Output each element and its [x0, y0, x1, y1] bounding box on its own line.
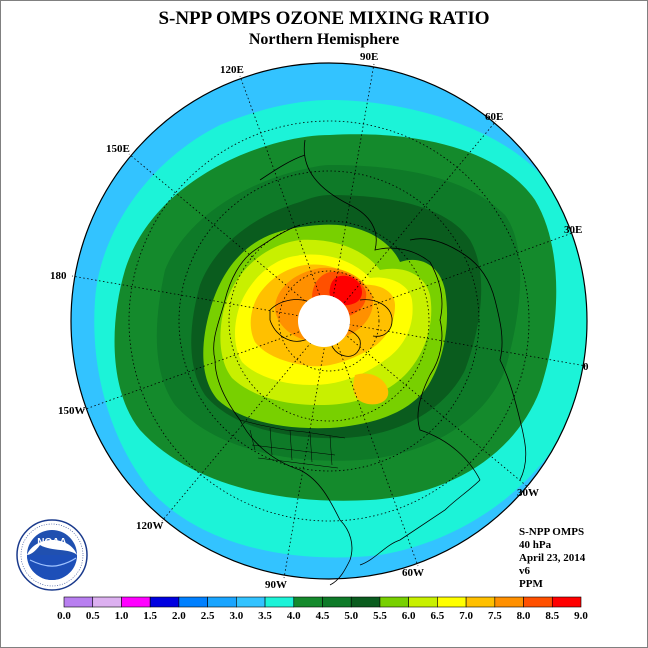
map-title: S-NPP OMPS OZONE MIXING RATIO — [158, 8, 490, 29]
product-info: S-NPP OMPS 40 hPa April 23, 2014 v6 PPM — [519, 526, 585, 591]
legend-swatch-5.0 — [350, 596, 381, 608]
legend-tick-label: 7.0 — [459, 610, 473, 622]
ozone-band-8.5 — [329, 275, 362, 306]
product-version: v6 — [519, 565, 530, 577]
legend-swatch-8.0 — [523, 596, 553, 608]
lon-label-30e: 30E — [564, 224, 582, 236]
graticule — [71, 63, 587, 579]
units-label: PPM — [519, 578, 543, 590]
lon-label-90e: 90E — [360, 51, 378, 63]
legend-swatch-4.5 — [322, 596, 352, 608]
lon-label-30w: 30W — [517, 487, 539, 499]
lon-label-150w: 150W — [58, 405, 86, 417]
legend-tick-label: 1.5 — [143, 610, 157, 622]
legend-swatch-3.0 — [236, 596, 266, 608]
legend-tick-label: 1.0 — [115, 610, 129, 622]
lon-label-120e: 120E — [220, 64, 244, 76]
legend-tick-label: 6.0 — [402, 610, 416, 622]
legend-tick-label: 0.0 — [57, 610, 71, 622]
noaa-logo-text: NOAA — [37, 537, 66, 548]
legend-tick-label: 9.0 — [574, 610, 588, 622]
pressure-level: 40 hPa — [519, 539, 552, 551]
legend-tick-label: 2.0 — [172, 610, 186, 622]
observation-date: April 23, 2014 — [519, 552, 586, 564]
lon-label-180: 180 — [50, 270, 67, 282]
legend-swatch-7.5 — [494, 596, 524, 608]
lon-label-0: 0 — [583, 361, 589, 373]
legend-swatch-0.5 — [92, 596, 122, 608]
legend-swatch-4.0 — [293, 596, 323, 608]
legend-swatch-5.5 — [379, 596, 409, 608]
legend-swatch-6.5 — [437, 596, 467, 608]
ozone-band-6.5-east — [353, 373, 389, 405]
legend-tick-label: 8.0 — [517, 610, 531, 622]
lon-label-120w: 120W — [136, 520, 164, 532]
lon-label-60w: 60W — [402, 567, 424, 579]
legend-swatch-1.5 — [149, 596, 180, 608]
legend-tick-label: 2.5 — [201, 610, 215, 622]
lon-label-60e: 60E — [485, 111, 503, 123]
legend-swatch-3.5 — [264, 596, 295, 608]
noaa-logo: NOAA — [16, 519, 88, 591]
legend-swatch-0.0 — [63, 596, 94, 608]
legend-tick-label: 4.5 — [316, 610, 330, 622]
legend-swatch-1.0 — [121, 596, 151, 608]
legend-tick-label: 5.5 — [373, 610, 387, 622]
map-boundary — [70, 62, 588, 580]
legend-tick-label: 4.0 — [287, 610, 301, 622]
lon-label-90w: 90W — [265, 579, 287, 591]
legend-tick-label: 0.5 — [86, 610, 100, 622]
legend-tick-label: 3.5 — [258, 610, 272, 622]
legend-swatch-2.0 — [178, 596, 208, 608]
us-state-borders — [239, 419, 346, 469]
legend-swatch-8.5 — [551, 596, 582, 608]
legend-swatch-7.0 — [465, 596, 496, 608]
polar-data-gap — [298, 295, 350, 347]
legend-tick-label: 7.5 — [488, 610, 502, 622]
lon-label-150e: 150E — [106, 143, 130, 155]
legend-swatch-2.5 — [207, 596, 237, 608]
legend-swatch-6.0 — [408, 596, 438, 608]
map-subtitle: Northern Hemisphere — [248, 31, 400, 48]
legend-tick-label: 8.5 — [545, 610, 559, 622]
legend-tick-label: 5.0 — [344, 610, 358, 622]
product-name: S-NPP OMPS — [519, 526, 585, 538]
legend-tick-label: 3.0 — [229, 610, 243, 622]
legend-tick-label: 6.5 — [431, 610, 445, 622]
